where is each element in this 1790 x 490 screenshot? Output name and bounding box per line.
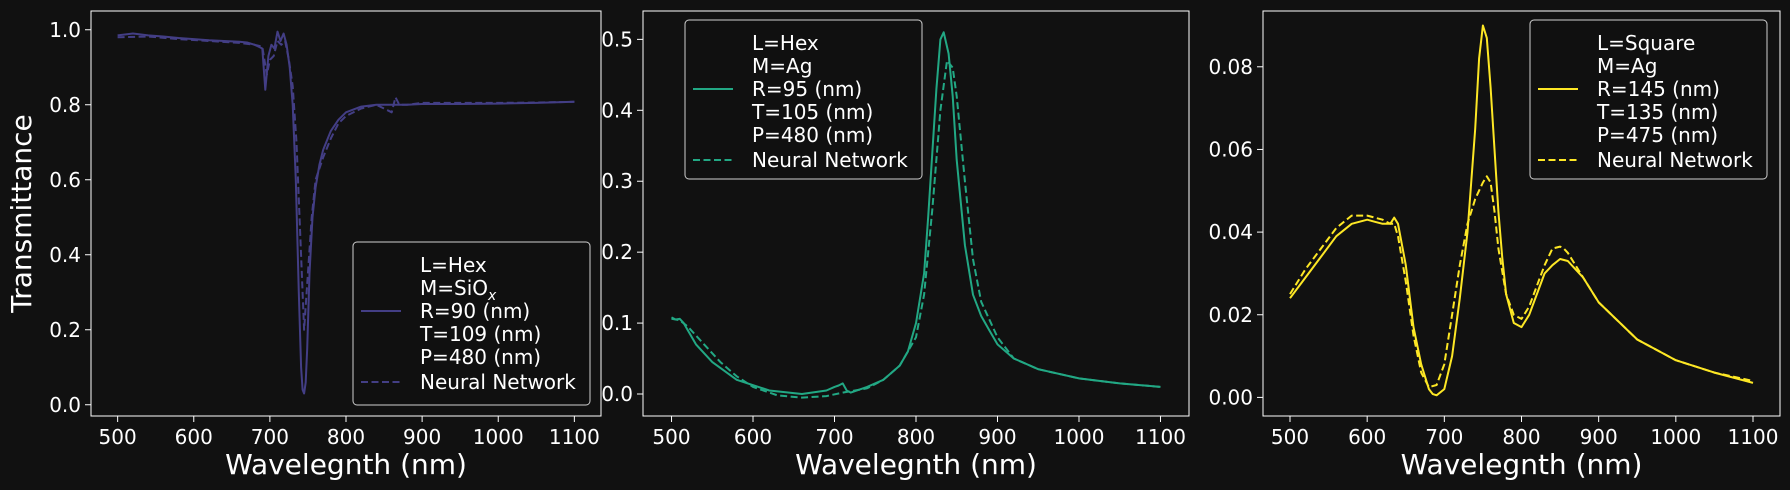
x-tick-label: 600 (734, 425, 772, 449)
x-tick-label: 600 (1348, 425, 1386, 449)
legend-entry: P=480 (nm) (752, 123, 873, 147)
legend-entry: L=Square (1597, 31, 1695, 55)
legend-entry: M=Ag (1597, 54, 1657, 78)
y-tick-label: 0.00 (1208, 385, 1253, 409)
x-tick-label: 500 (1271, 425, 1309, 449)
y-tick-label: 0.3 (601, 169, 633, 193)
y-axis-label: Transmittance (5, 114, 38, 314)
x-tick-label: 700 (1425, 425, 1463, 449)
legend-subscript: x (487, 288, 497, 304)
legend-frame (1529, 19, 1768, 180)
x-tick-label: 600 (175, 425, 213, 449)
x-tick-label: 500 (652, 425, 690, 449)
y-tick-label: 0.2 (49, 318, 81, 342)
legend-frame (352, 241, 591, 406)
legend-entry: P=475 (nm) (1597, 123, 1718, 147)
legend-entry: T=109 (nm) (419, 322, 541, 346)
legend-nn-label: Neural Network (420, 370, 576, 394)
y-tick-label: 0.04 (1208, 220, 1253, 244)
x-axis-label: Wavelegnth (nm) (1401, 448, 1643, 481)
chart-3: 500 600 700 800 900 1000 1100 0.00 0.02 0.04 0.06 0… (1208, 10, 1781, 481)
legend-entry: P=480 (nm) (420, 345, 541, 369)
nn-series-line (1289, 175, 1754, 389)
y-tick-label: 0.8 (49, 93, 81, 117)
sim-series-line (117, 30, 575, 395)
x-axis-label: Wavelegnth (nm) (795, 448, 1037, 481)
y-tick-label: 0.0 (601, 382, 633, 406)
x-tick-label: 1100 (549, 425, 600, 449)
x-tick-label: 1000 (1054, 425, 1105, 449)
legend-entry: R=145 (nm) (1597, 77, 1720, 101)
nn-series-line (671, 59, 1161, 399)
legend-entry: L=Hex (752, 31, 819, 55)
legend-entry: T=105 (nm) (751, 100, 873, 124)
x-tick-label: 900 (978, 425, 1016, 449)
sim-series-line (671, 31, 1161, 395)
y-tick-label: 0.5 (601, 27, 633, 51)
y-tick-label: 0.2 (601, 240, 633, 264)
chart-2: 500 600 700 800 900 1000 1100 0.0 0.1 0.2 0.3 0.4 0.… (601, 10, 1190, 481)
chart-1: 500 600 700 800 900 1000 1100 0.0 0.2 0.4 0.6 0.8 1.… (5, 10, 602, 481)
legend-entry: L=Hex (420, 253, 487, 277)
x-tick-label: 900 (403, 425, 441, 449)
legend-frame (684, 19, 923, 180)
legend-entry: T=135 (nm) (1596, 100, 1718, 124)
x-tick-label: 1100 (1135, 425, 1186, 449)
x-tick-label: 1100 (1728, 425, 1779, 449)
x-tick-label: 800 (897, 425, 935, 449)
legend-entry: R=90 (nm) (420, 299, 530, 323)
x-tick-label: 700 (815, 425, 853, 449)
sim-series-line (1289, 24, 1754, 397)
legend-entry: M=SiOx (420, 276, 497, 304)
legend-entry: R=95 (nm) (752, 77, 862, 101)
x-tick-label: 900 (1580, 425, 1618, 449)
x-tick-label: 1000 (473, 425, 524, 449)
x-tick-label: 800 (1502, 425, 1540, 449)
legend-nn-label: Neural Network (1597, 148, 1753, 172)
y-tick-label: 0.4 (49, 243, 81, 267)
y-tick-label: 0.4 (601, 98, 633, 122)
y-tick-label: 0.1 (601, 311, 633, 335)
y-tick-label: 1.0 (49, 18, 81, 42)
y-tick-label: 0.02 (1208, 303, 1253, 327)
y-tick-label: 0.06 (1208, 137, 1253, 161)
x-tick-label: 800 (327, 425, 365, 449)
y-tick-label: 0.0 (49, 393, 81, 417)
nn-series-line (117, 35, 575, 331)
x-tick-label: 1000 (1650, 425, 1701, 449)
x-axis-label: Wavelegnth (nm) (225, 448, 467, 481)
y-tick-label: 0.6 (49, 168, 81, 192)
legend-entry: M=Ag (752, 54, 812, 78)
x-tick-label: 500 (99, 425, 137, 449)
x-tick-label: 700 (251, 425, 289, 449)
y-tick-label: 0.08 (1208, 55, 1253, 79)
legend-nn-label: Neural Network (752, 148, 908, 172)
